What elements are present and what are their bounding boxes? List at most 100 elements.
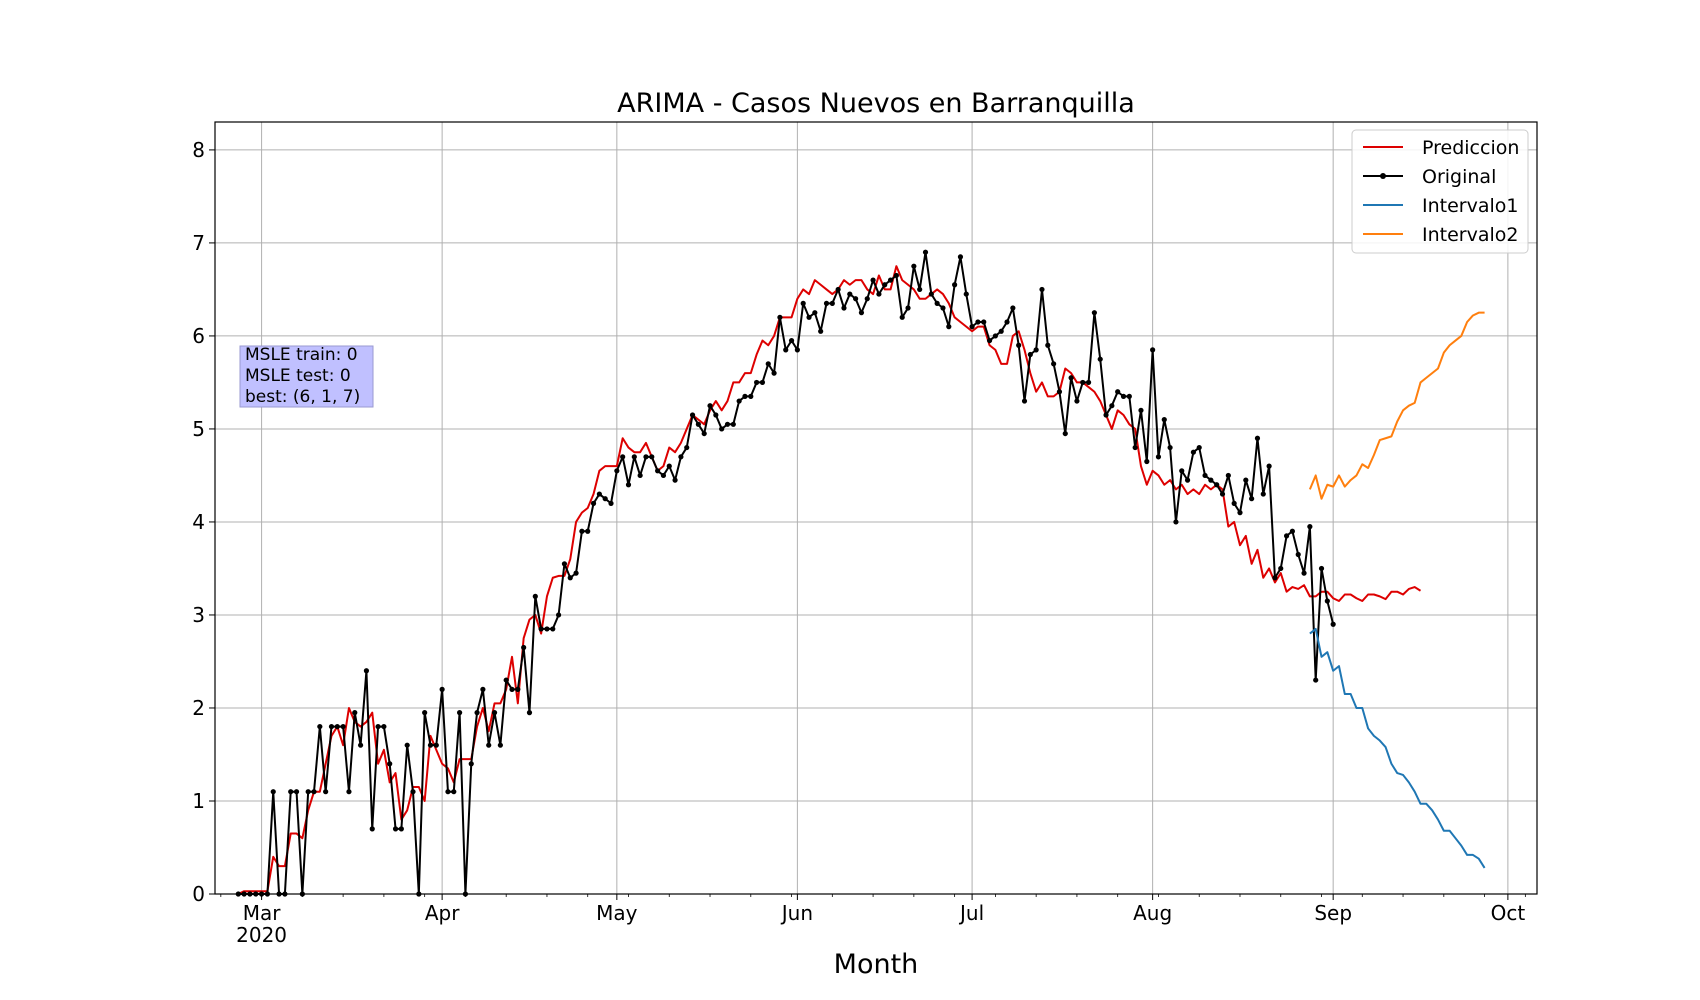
data-point-original: [1010, 305, 1016, 311]
data-point-original: [812, 310, 818, 316]
x-axis-label: Month: [834, 949, 919, 980]
data-point-original: [451, 789, 457, 795]
data-point-original: [579, 528, 585, 534]
stats-annotation: MSLE train: 0 MSLE test: 0 best: (6, 1, …: [239, 345, 374, 408]
data-point-original: [783, 347, 789, 353]
data-point-original: [1272, 575, 1278, 581]
data-point-original: [515, 686, 521, 692]
chart-title: ARIMA - Casos Nuevos en Barranquilla: [617, 88, 1135, 119]
data-point-original: [992, 333, 998, 339]
series-line-intervalo2: [1308, 311, 1485, 500]
data-point-original: [323, 789, 329, 795]
data-point-original: [713, 412, 719, 418]
data-point-original: [375, 723, 381, 730]
data-point-original: [684, 444, 690, 451]
data-point-original: [1260, 491, 1266, 497]
data-point-original: [532, 593, 538, 599]
data-point-original: [655, 468, 661, 474]
data-point-original: [1202, 472, 1208, 479]
data-point-original: [1132, 444, 1138, 451]
data-point-original: [707, 403, 713, 409]
data-point-original: [433, 742, 439, 748]
data-point-original: [946, 324, 952, 330]
data-point-original: [981, 319, 987, 325]
legend-marker-original: [1380, 173, 1386, 179]
y-tick-label: 1: [192, 789, 205, 813]
data-point-original: [788, 337, 795, 344]
data-point-original: [1027, 351, 1033, 358]
data-point-original: [794, 347, 800, 353]
data-point-original: [1080, 379, 1086, 386]
data-point-original: [1237, 510, 1243, 516]
x-tick-label: Jul: [958, 901, 984, 925]
series-intervalo2: [1308, 311, 1485, 500]
data-point-original: [1301, 570, 1307, 576]
data-point-original: [1173, 519, 1179, 525]
data-point-original: [759, 379, 766, 386]
legend-label-prediccion: Prediccion: [1422, 137, 1519, 159]
data-point-original: [678, 454, 684, 460]
data-point-original: [864, 296, 870, 302]
data-point-original: [637, 472, 643, 479]
data-point-original: [957, 254, 964, 260]
data-point-original: [1126, 393, 1132, 399]
data-point-original: [631, 454, 637, 460]
data-point-original: [922, 249, 929, 255]
x-tick-label: Mar: [243, 901, 282, 925]
data-point-original: [340, 723, 346, 730]
data-point-original: [1068, 375, 1074, 381]
data-point-original: [288, 789, 294, 795]
data-point-original: [1225, 472, 1231, 479]
data-point-original: [754, 379, 760, 386]
x-tick-label: May: [596, 901, 638, 925]
data-point-original: [1330, 621, 1336, 627]
legend-label-intervalo1: Intervalo1: [1422, 195, 1518, 217]
y-tick-label: 3: [192, 603, 205, 627]
data-point-original: [328, 723, 335, 730]
data-point-original: [1150, 347, 1156, 353]
data-point-original: [1062, 430, 1068, 437]
data-point-original: [346, 789, 352, 795]
data-point-original: [596, 491, 602, 497]
data-point-original: [1120, 393, 1127, 399]
data-point-original: [550, 626, 556, 632]
data-point-original: [1097, 356, 1103, 362]
data-point-original: [1045, 342, 1051, 348]
data-point-original: [998, 328, 1004, 334]
data-point-original: [398, 826, 404, 832]
data-point-original: [841, 305, 847, 311]
data-point-original: [544, 626, 550, 632]
data-point-original: [1021, 398, 1028, 404]
data-point-original: [969, 324, 975, 330]
data-point-original: [730, 421, 736, 427]
data-point-original: [672, 477, 678, 483]
data-point-original: [1184, 477, 1191, 483]
data-point-original: [293, 789, 300, 795]
x-tick-sublabel: 2020: [236, 923, 287, 947]
data-point-original: [387, 761, 393, 767]
data-point-original: [887, 277, 894, 283]
data-point-original: [625, 482, 632, 488]
data-point-original: [561, 561, 568, 567]
data-point-original: [1167, 444, 1173, 451]
data-point-original: [1138, 407, 1144, 413]
data-point-original: [870, 277, 876, 283]
data-point-original: [311, 789, 317, 795]
series-original: [235, 249, 1336, 897]
data-point-original: [1051, 361, 1057, 367]
data-point-original: [410, 789, 416, 795]
data-point-original: [317, 723, 323, 730]
data-point-original: [363, 668, 370, 674]
data-point-original: [1289, 528, 1295, 534]
data-point-original: [1214, 482, 1220, 488]
data-point-original: [1249, 496, 1255, 502]
data-point-original: [334, 723, 340, 730]
data-point-original: [1155, 454, 1162, 460]
data-point-original: [468, 761, 474, 767]
data-point-original: [585, 528, 591, 534]
data-point-original: [1109, 403, 1115, 409]
data-point-original: [695, 421, 701, 427]
data-point-original: [963, 291, 969, 297]
data-point-original: [829, 300, 835, 306]
